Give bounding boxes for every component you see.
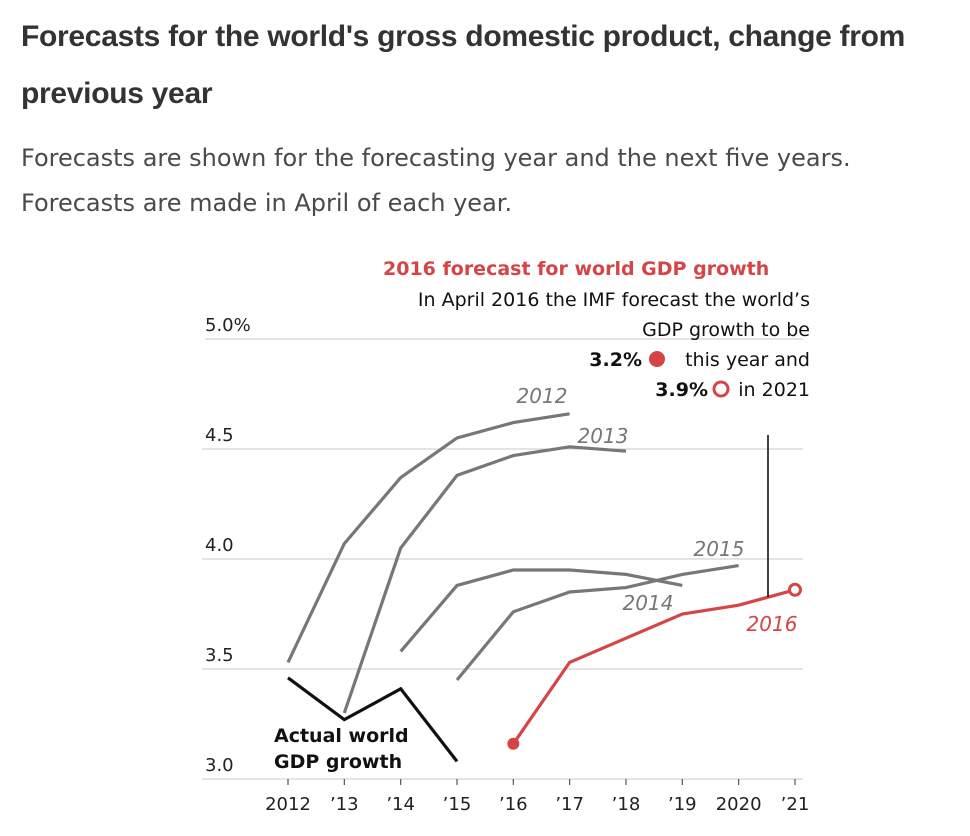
series-label-2015: 2015	[694, 537, 745, 561]
x-tick-label: ’18	[612, 794, 641, 815]
annotation-line1: In April 2016 the IMF forecast the world…	[418, 289, 810, 311]
annotation-value2: 3.9%	[655, 379, 708, 401]
end-point-marker	[787, 582, 802, 597]
grid-lines	[202, 338, 803, 780]
series-line-2012	[286, 412, 570, 664]
x-tick-label: ’13	[330, 794, 359, 815]
series-line-2015	[455, 564, 739, 682]
y-tick-label: 4.5	[205, 425, 234, 446]
y-axis-ticks: 5.0% 4.5 4.0 3.5 3.0	[205, 315, 251, 776]
series-line-2013	[342, 445, 627, 714]
series-label-2014: 2014	[623, 591, 674, 615]
series-line-2016	[511, 588, 796, 745]
x-tick-label: ’19	[668, 794, 697, 815]
series-label-2012: 2012	[517, 384, 568, 408]
filled-dot-icon	[649, 351, 665, 367]
x-tick-label: ’21	[781, 794, 810, 815]
open-dot-icon	[712, 380, 730, 398]
annotation-text1: this year and	[685, 349, 810, 371]
y-tick-label: 4.0	[205, 535, 234, 556]
y-tick-label: 3.5	[205, 645, 234, 666]
x-tick-label: ’17	[555, 794, 584, 815]
y-tick-label: 5.0%	[205, 315, 251, 336]
series-label-2016: 2016	[747, 612, 798, 636]
series-lines: 2012 2013 2014 2015 2016	[286, 384, 802, 763]
start-point-marker	[507, 737, 520, 750]
y-tick-label: 3.0	[205, 755, 234, 776]
x-tick-label: ’14	[386, 794, 415, 815]
series-line-2014	[399, 568, 683, 653]
x-tick-label: 2012	[265, 794, 311, 815]
x-tick-label: ’16	[499, 794, 528, 815]
chart-subtitle: Forecasts are shown for the forecasting …	[21, 144, 851, 217]
x-tick-label: ’15	[443, 794, 472, 815]
annotation-line2: GDP growth to be	[642, 319, 810, 341]
chart-title: Forecasts for the world's gross domestic…	[21, 20, 906, 110]
annotation-heading: 2016 forecast for world GDP growth	[383, 258, 769, 280]
actual-label-line1: Actual world	[274, 725, 409, 747]
series-line-actual-world-gdp-growth	[287, 676, 459, 763]
x-tick-label: 2020	[716, 794, 762, 815]
annotation-text2: in 2021	[738, 379, 810, 401]
annotation-value1: 3.2%	[589, 349, 642, 371]
series-label-2013: 2013	[578, 424, 629, 448]
actual-label-line2: GDP growth	[274, 751, 402, 773]
x-axis: 2012 ’13 ’14 ’15 ’16 ’17 ’18 ’19 2020 ’21	[265, 779, 809, 815]
